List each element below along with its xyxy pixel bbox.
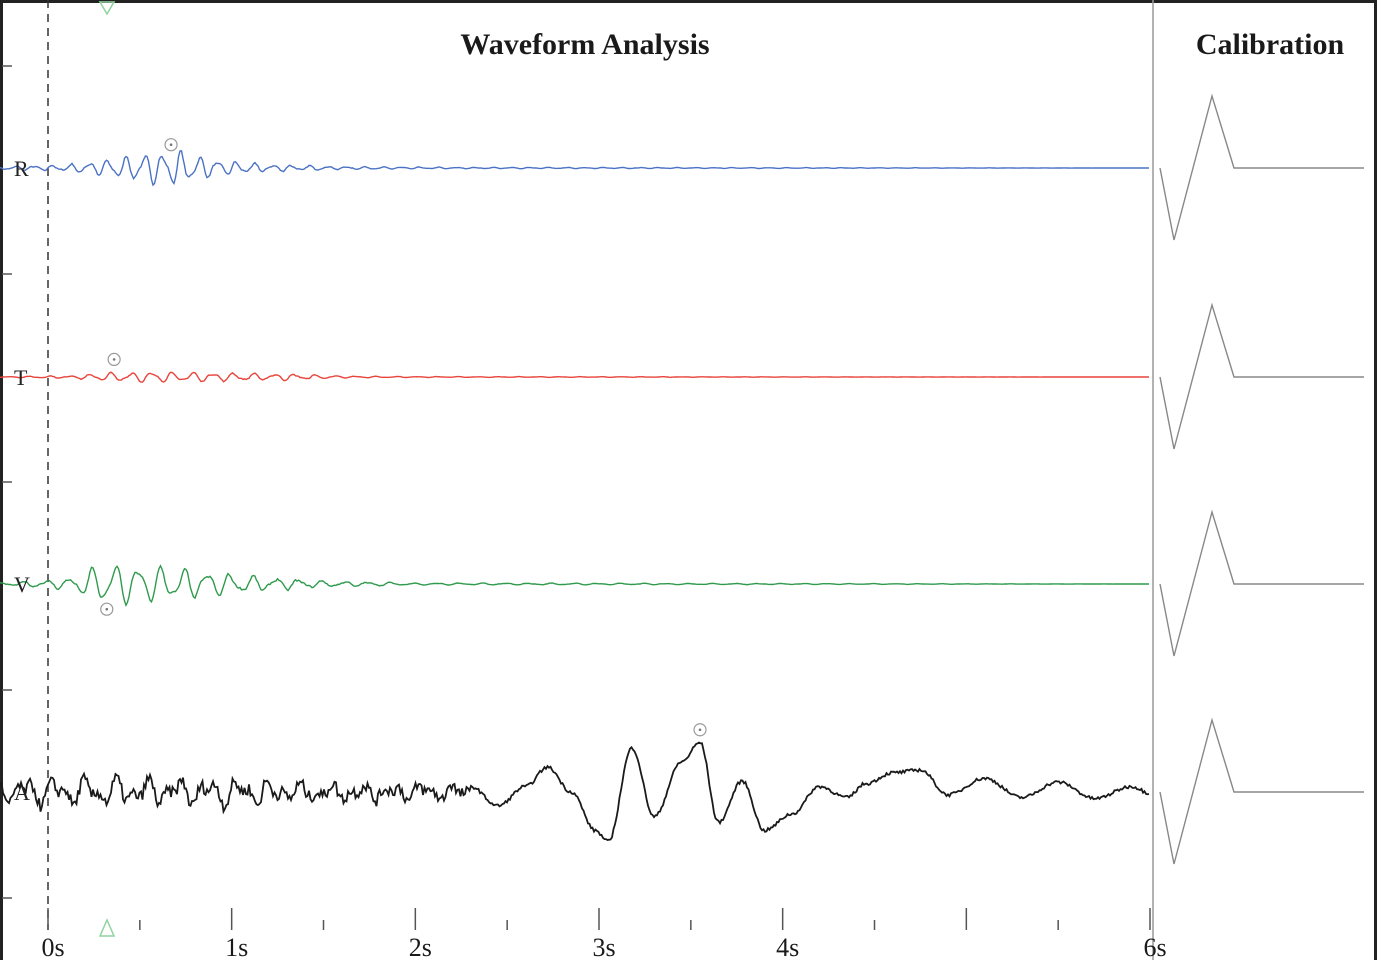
calibration-title: Calibration bbox=[1196, 28, 1345, 61]
peak-marker-A bbox=[693, 723, 707, 737]
tick-label-6s: 6s bbox=[1143, 933, 1166, 960]
left-axis-ticks bbox=[2, 65, 12, 899]
tick-label-0s: 0s bbox=[41, 933, 64, 960]
trace-A bbox=[0, 741, 1150, 841]
trigger-arrow-bottom bbox=[98, 918, 116, 937]
waveform-traces bbox=[0, 150, 1150, 841]
peak-marker-dot-A bbox=[698, 728, 702, 732]
channel-label-A: A bbox=[14, 780, 30, 805]
trace-R bbox=[0, 150, 1149, 187]
channel-label-T: T bbox=[14, 365, 28, 390]
trace-T bbox=[0, 371, 1149, 383]
trigger-arrow-top bbox=[98, 1, 116, 16]
peak-marker-dot-T bbox=[112, 358, 116, 361]
peak-marker-R bbox=[164, 138, 178, 152]
calibration-pulse-T bbox=[1159, 302, 1364, 450]
peak-marker-V bbox=[100, 602, 114, 616]
calibration-pulse-R bbox=[1159, 93, 1364, 241]
channel-label-R: R bbox=[14, 156, 29, 181]
trace-V bbox=[0, 564, 1149, 607]
channel-labels: R T V A bbox=[14, 156, 30, 805]
calibration-pulse-A bbox=[1159, 717, 1364, 865]
tick-label-4s: 4s bbox=[776, 933, 799, 960]
tick-label-1s: 1s bbox=[225, 933, 248, 960]
calibration-pulse-V bbox=[1159, 509, 1364, 657]
time-axis: 0s 1s 2s 3s 4s 6s bbox=[41, 908, 1167, 960]
calibration-pulses bbox=[1159, 93, 1364, 865]
peak-marker-dot-R bbox=[169, 143, 173, 146]
channel-label-V: V bbox=[14, 572, 30, 597]
peak-marker-dot-V bbox=[105, 607, 109, 611]
peak-marker-T bbox=[107, 352, 121, 366]
tick-label-2s: 2s bbox=[409, 933, 432, 960]
tick-label-3s: 3s bbox=[592, 933, 615, 960]
peak-markers bbox=[100, 138, 707, 737]
waveform-title: Waveform Analysis bbox=[460, 28, 709, 61]
